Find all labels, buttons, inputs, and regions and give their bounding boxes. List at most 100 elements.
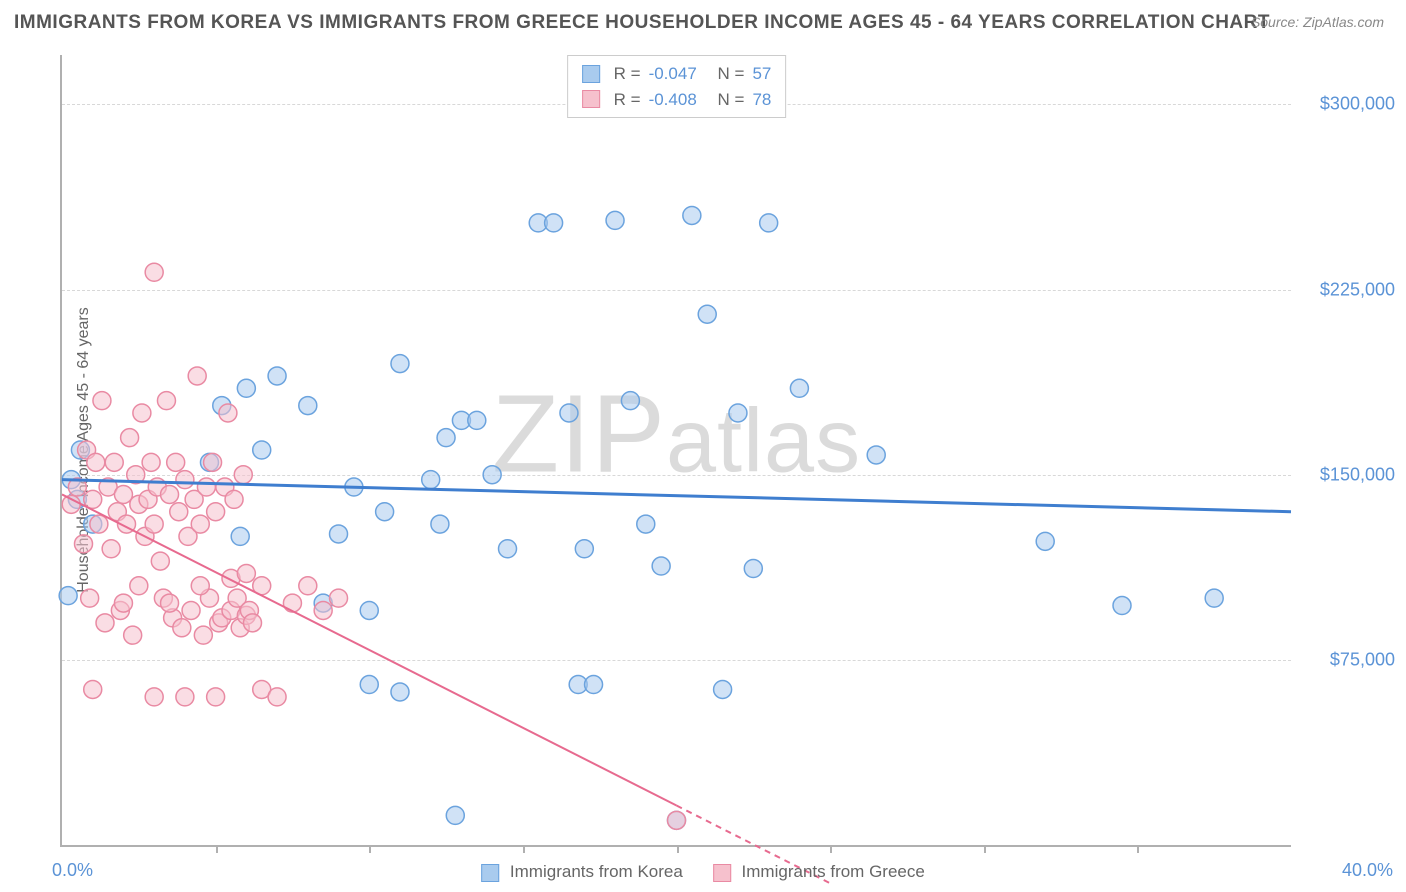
data-point	[560, 404, 578, 422]
data-point	[84, 490, 102, 508]
data-point	[124, 626, 142, 644]
data-point	[234, 466, 252, 484]
data-point	[283, 594, 301, 612]
swatch-greece	[582, 90, 600, 108]
data-point	[133, 404, 151, 422]
data-point	[207, 503, 225, 521]
data-point	[499, 540, 517, 558]
data-point	[790, 379, 808, 397]
data-point	[87, 453, 105, 471]
data-point	[93, 392, 111, 410]
data-point	[243, 614, 261, 632]
data-point	[575, 540, 593, 558]
stats-row-korea: R = -0.047 N = 57	[582, 61, 772, 87]
data-point	[545, 214, 563, 232]
data-point	[744, 560, 762, 578]
data-point	[483, 466, 501, 484]
data-point	[299, 397, 317, 415]
data-point	[714, 680, 732, 698]
data-point	[360, 601, 378, 619]
x-axis-min-label: 0.0%	[52, 860, 93, 881]
chart-svg	[62, 55, 1291, 845]
data-point	[729, 404, 747, 422]
data-point	[299, 577, 317, 595]
data-point	[268, 367, 286, 385]
data-point	[161, 594, 179, 612]
data-point	[437, 429, 455, 447]
data-point	[219, 404, 237, 422]
data-point	[167, 453, 185, 471]
legend-item-greece: Immigrants from Greece	[713, 862, 925, 882]
data-point	[606, 211, 624, 229]
data-point	[191, 515, 209, 533]
data-point	[84, 680, 102, 698]
data-point	[360, 676, 378, 694]
data-point	[170, 503, 188, 521]
data-point	[145, 263, 163, 281]
data-point	[204, 453, 222, 471]
data-point	[1113, 597, 1131, 615]
data-point	[1036, 532, 1054, 550]
data-point	[422, 471, 440, 489]
data-point	[157, 392, 175, 410]
stats-row-greece: R = -0.408 N = 78	[582, 87, 772, 113]
data-point	[391, 683, 409, 701]
data-point	[194, 626, 212, 644]
y-tick-label: $225,000	[1320, 279, 1395, 300]
swatch-greece	[713, 864, 731, 882]
label-N: N =	[718, 87, 745, 113]
swatch-korea	[481, 864, 499, 882]
value-R-greece: -0.408	[649, 87, 697, 113]
swatch-korea	[582, 65, 600, 83]
y-tick-label: $75,000	[1330, 649, 1395, 670]
data-point	[173, 619, 191, 637]
data-point	[637, 515, 655, 533]
data-point	[253, 441, 271, 459]
data-point	[621, 392, 639, 410]
x-axis-max-label: 40.0%	[1342, 860, 1393, 881]
data-point	[314, 601, 332, 619]
label-N: N =	[718, 61, 745, 87]
chart-title: IMMIGRANTS FROM KOREA VS IMMIGRANTS FROM…	[14, 12, 1270, 34]
data-point	[668, 811, 686, 829]
data-point	[81, 589, 99, 607]
data-point	[431, 515, 449, 533]
stats-legend: R = -0.047 N = 57 R = -0.408 N = 78	[567, 55, 787, 118]
data-point	[102, 540, 120, 558]
data-point	[652, 557, 670, 575]
data-point	[96, 614, 114, 632]
data-point	[182, 601, 200, 619]
data-point	[867, 446, 885, 464]
label-R: R =	[614, 61, 641, 87]
data-point	[114, 594, 132, 612]
data-point	[197, 478, 215, 496]
source-attribution: Source: ZipAtlas.com	[1251, 14, 1384, 30]
data-point	[698, 305, 716, 323]
data-point	[151, 552, 169, 570]
data-point	[191, 577, 209, 595]
data-point	[90, 515, 108, 533]
data-point	[683, 206, 701, 224]
value-N-greece: 78	[752, 87, 771, 113]
data-point	[161, 485, 179, 503]
data-point	[330, 589, 348, 607]
data-point	[75, 535, 93, 553]
data-point	[268, 688, 286, 706]
data-point	[468, 411, 486, 429]
y-tick-label: $150,000	[1320, 464, 1395, 485]
plot-area: ZIPatlas Householder Income Ages 45 - 64…	[60, 55, 1291, 847]
data-point	[237, 564, 255, 582]
data-point	[760, 214, 778, 232]
legend-item-korea: Immigrants from Korea	[481, 862, 683, 882]
data-point	[231, 527, 249, 545]
y-tick-label: $300,000	[1320, 94, 1395, 115]
data-point	[376, 503, 394, 521]
data-point	[446, 806, 464, 824]
data-point	[585, 676, 603, 694]
series-legend: Immigrants from Korea Immigrants from Gr…	[481, 862, 925, 882]
value-N-korea: 57	[752, 61, 771, 87]
data-point	[176, 688, 194, 706]
data-point	[207, 688, 225, 706]
trend-line	[62, 480, 1291, 512]
data-point	[391, 355, 409, 373]
